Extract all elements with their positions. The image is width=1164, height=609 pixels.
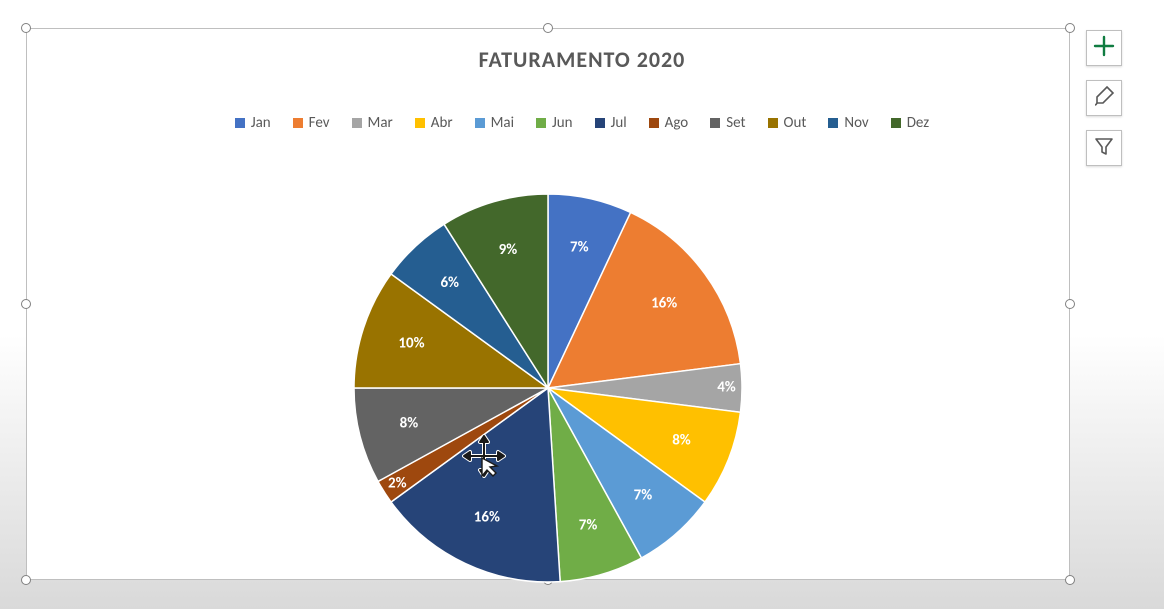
legend-item-jun[interactable]: Jun [536, 114, 573, 132]
legend-swatch [352, 118, 362, 128]
funnel-icon [1093, 135, 1115, 162]
selection-handle-e[interactable] [1065, 299, 1075, 309]
legend-item-fev[interactable]: Fev [293, 114, 330, 132]
legend-item-jul[interactable]: Jul [595, 114, 627, 132]
data-label-set: 8% [400, 414, 419, 432]
selection-handle-nw[interactable] [21, 23, 31, 33]
legend-label: Ago [665, 114, 689, 132]
data-label-ago: 2% [388, 474, 407, 492]
data-label-mai: 7% [634, 486, 653, 504]
selection-handle-ne[interactable] [1065, 23, 1075, 33]
data-label-dez: 9% [499, 241, 518, 259]
chart-title[interactable]: FATURAMENTO 2020 [0, 46, 1164, 73]
legend-swatch [475, 118, 485, 128]
legend-label: Set [726, 114, 745, 132]
legend-item-out[interactable]: Out [768, 114, 807, 132]
legend-item-dez[interactable]: Dez [891, 114, 929, 132]
selection-handle-sw[interactable] [21, 575, 31, 585]
data-label-jan: 7% [570, 239, 589, 257]
legend-item-jan[interactable]: Jan [235, 114, 271, 132]
plus-icon [1093, 35, 1115, 62]
legend-swatch [536, 118, 546, 128]
chart-styles-button[interactable] [1086, 80, 1122, 116]
legend-item-nov[interactable]: Nov [828, 114, 868, 132]
brush-icon [1093, 85, 1115, 112]
data-label-fev: 16% [651, 294, 677, 312]
data-label-out: 10% [398, 334, 424, 352]
data-label-jul: 16% [474, 509, 500, 527]
legend-label: Jan [251, 114, 271, 132]
legend-swatch [768, 118, 778, 128]
legend-swatch [415, 118, 425, 128]
legend-label: Fev [309, 114, 330, 132]
data-label-abr: 8% [672, 431, 691, 449]
selection-handle-w[interactable] [21, 299, 31, 309]
legend-label: Out [784, 114, 807, 132]
legend-label: Dez [907, 114, 929, 132]
legend-label: Mai [491, 114, 514, 132]
legend-label: Nov [844, 114, 868, 132]
legend-swatch [595, 118, 605, 128]
legend-label: Jul [611, 114, 627, 132]
legend-item-mar[interactable]: Mar [352, 114, 393, 132]
data-label-jun: 7% [579, 517, 598, 535]
chart-side-tools [1086, 30, 1122, 166]
data-label-mar: 4% [717, 379, 736, 397]
chart-filters-button[interactable] [1086, 130, 1122, 166]
data-label-nov: 6% [440, 274, 459, 292]
legend-swatch [828, 118, 838, 128]
legend-item-ago[interactable]: Ago [649, 114, 689, 132]
legend-label: Jun [552, 114, 573, 132]
selection-handle-n[interactable] [543, 23, 553, 33]
legend-swatch [710, 118, 720, 128]
legend-item-abr[interactable]: Abr [415, 114, 453, 132]
chart-elements-button[interactable] [1086, 30, 1122, 66]
legend-item-mai[interactable]: Mai [475, 114, 514, 132]
chart-legend[interactable]: Jan Fev Mar Abr Mai Jun Jul Ago Set Out Nov Dez [0, 114, 1164, 132]
legend-swatch [235, 118, 245, 128]
worksheet-stage: FATURAMENTO 2020 Jan Fev Mar Abr Mai Jun Jul Ag… [0, 0, 1164, 609]
legend-swatch [293, 118, 303, 128]
legend-swatch [649, 118, 659, 128]
selection-handle-se[interactable] [1065, 575, 1075, 585]
chart-plot-area[interactable]: 7% 16% 4% 8% 7% 7% 16% 2% 8% 10% 6% 9% [344, 184, 752, 592]
legend-label: Mar [368, 114, 393, 132]
legend-item-set[interactable]: Set [710, 114, 745, 132]
legend-label: Abr [431, 114, 453, 132]
legend-swatch [891, 118, 901, 128]
